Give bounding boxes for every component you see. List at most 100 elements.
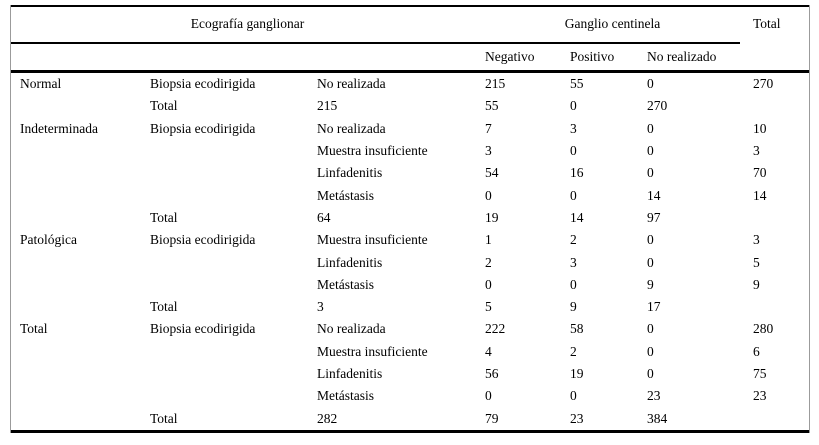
column-group-ganglio-centinela: Ganglio centinela	[564, 16, 661, 31]
cell-ecografia-category: Patológica	[20, 232, 77, 248]
cell-resultado: Linfadenitis	[317, 165, 383, 181]
column-header-negativo: Negativo	[485, 49, 535, 64]
cell-negativo: 56	[485, 366, 499, 381]
cell-biopsia: Biopsia ecodirigida	[150, 321, 256, 337]
column-header-no-realizado: No realizado	[647, 49, 717, 64]
cell-total: 9	[753, 276, 760, 292]
cell-no-realizado: 0	[647, 254, 654, 270]
cell-total: 10	[753, 120, 767, 136]
cell-ecografia-category	[20, 162, 150, 184]
cell-biopsia: Total	[150, 209, 178, 225]
column-group-ecografia-ganglionar: Ecografía ganglionar	[190, 16, 305, 31]
cell-total: 3	[753, 143, 760, 159]
cell-total: 70	[753, 165, 767, 181]
cell-no-realizado: 9	[647, 276, 654, 292]
cell-total: 6	[753, 343, 760, 359]
cell-total: 270	[753, 76, 774, 92]
cell-resultado: Metástasis	[317, 187, 374, 203]
cell-no-realizado: 14	[647, 187, 661, 203]
cell-no-realizado: 97	[647, 209, 661, 225]
cell-no-realizado: 0	[647, 343, 654, 359]
table-left-border	[10, 5, 11, 433]
cell-positivo: 58	[570, 321, 584, 337]
cell-biopsia	[150, 140, 317, 162]
cell-positivo: 9	[570, 299, 577, 315]
cell-positivo: 0	[570, 276, 577, 292]
cell-positivo: 0	[570, 388, 577, 404]
cell-positivo: 55	[570, 76, 584, 92]
cell-total: 75	[753, 366, 767, 381]
cell-no-realizado: 17	[647, 299, 661, 315]
cell-no-realizado: 0	[647, 232, 654, 248]
table-header-mid-rule	[10, 42, 740, 44]
cell-negativo: 1	[485, 232, 492, 248]
cell-biopsia	[150, 341, 317, 363]
cell-no-realizado: 0	[647, 321, 654, 337]
cell-no-realizado: 0	[647, 366, 654, 381]
cell-resultado: 215	[317, 98, 338, 114]
cell-no-realizado: 0	[647, 165, 654, 181]
table-body: Normal Biopsia ecodirigida No realizada …	[10, 73, 810, 430]
cell-biopsia: Biopsia ecodirigida	[150, 76, 256, 92]
cell-ecografia-category	[20, 184, 150, 206]
cell-biopsia: Biopsia ecodirigida	[150, 120, 256, 136]
cell-negativo: 2	[485, 254, 492, 270]
cell-resultado: Linfadenitis	[317, 366, 383, 381]
column-header-total: Total	[753, 16, 781, 31]
cell-biopsia	[150, 184, 317, 206]
cell-negativo: 0	[485, 276, 492, 292]
cell-positivo: 14	[570, 209, 584, 225]
cell-biopsia: Total	[150, 299, 178, 315]
cell-biopsia: Biopsia ecodirigida	[150, 232, 256, 248]
cell-biopsia	[150, 274, 317, 296]
cell-total: 280	[753, 321, 774, 337]
cell-total: 23	[753, 388, 767, 404]
cell-total: 3	[753, 232, 760, 248]
cell-positivo: 23	[570, 410, 584, 426]
cell-ecografia-category	[20, 274, 150, 296]
cell-negativo: 3	[485, 143, 492, 159]
cell-biopsia	[150, 363, 317, 385]
cell-ecografia-category	[20, 341, 150, 363]
cell-resultado: Muestra insuficiente	[317, 232, 428, 248]
cell-no-realizado: 0	[647, 143, 654, 159]
cell-ecografia-category: Total	[20, 321, 48, 337]
cell-negativo: 55	[485, 98, 499, 114]
cell-ecografia-category: Normal	[20, 76, 62, 92]
cell-total: 5	[753, 254, 760, 270]
cell-no-realizado: 0	[647, 120, 654, 136]
cell-negativo: 0	[485, 388, 492, 404]
cell-positivo: 2	[570, 343, 577, 359]
cell-resultado: No realizada	[317, 120, 386, 136]
cell-negativo: 5	[485, 299, 492, 315]
cell-total: 14	[753, 187, 767, 203]
cell-ecografia-category	[20, 296, 150, 318]
cell-positivo: 3	[570, 254, 577, 270]
cell-resultado: 64	[317, 209, 331, 225]
cell-negativo: 79	[485, 410, 499, 426]
cell-ecografia-category	[20, 407, 150, 429]
cell-positivo: 19	[570, 366, 584, 381]
table-right-border	[809, 5, 810, 433]
cell-negativo: 19	[485, 209, 499, 225]
cell-resultado: Metástasis	[317, 388, 374, 404]
cell-negativo: 4	[485, 343, 492, 359]
cell-resultado: 3	[317, 299, 324, 315]
cell-no-realizado: 0	[647, 76, 654, 92]
cell-positivo: 0	[570, 143, 577, 159]
table-top-rule	[10, 5, 810, 7]
cell-positivo: 0	[570, 98, 577, 114]
cell-resultado: Muestra insuficiente	[317, 143, 428, 159]
cell-resultado: Linfadenitis	[317, 254, 383, 270]
cell-biopsia: Total	[150, 98, 178, 114]
cell-positivo: 3	[570, 120, 577, 136]
cell-positivo: 2	[570, 232, 577, 248]
cell-resultado: Metástasis	[317, 276, 374, 292]
cell-biopsia: Total	[150, 410, 178, 426]
cell-resultado: 282	[317, 410, 338, 426]
table-header-bottom-rule	[10, 70, 810, 73]
column-header-positivo: Positivo	[570, 49, 615, 64]
cell-no-realizado: 23	[647, 388, 661, 404]
cell-negativo: 0	[485, 187, 492, 203]
